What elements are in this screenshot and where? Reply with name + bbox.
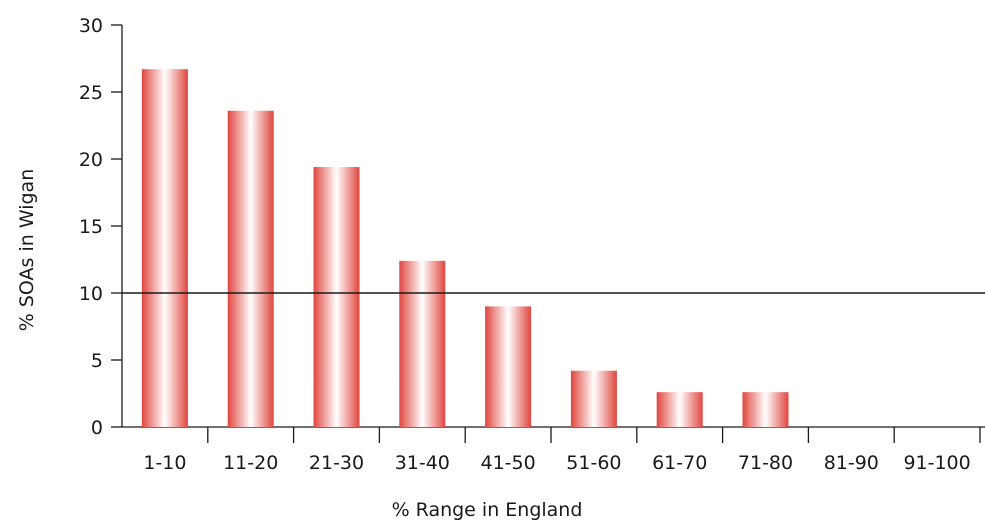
bar-11-20 bbox=[227, 110, 274, 427]
y-axis: 0 5 10 15 20 25 30 bbox=[79, 15, 123, 439]
x-axis-title: % Range in England bbox=[392, 499, 583, 521]
y-tick-label: 0 bbox=[91, 417, 103, 439]
x-tick-label: 11-20 bbox=[223, 452, 278, 474]
x-tick-label: 51-60 bbox=[566, 452, 621, 474]
x-tick-label: 71-80 bbox=[738, 452, 793, 474]
bar-61-70 bbox=[656, 392, 703, 427]
x-tick-label: 41-50 bbox=[480, 452, 535, 474]
y-tick-label: 25 bbox=[79, 82, 103, 104]
y-axis-title: % SOAs in Wigan bbox=[16, 169, 38, 331]
y-tick-label: 30 bbox=[79, 15, 103, 37]
bar-31-40 bbox=[399, 260, 446, 427]
y-tick-label: 20 bbox=[79, 149, 103, 171]
y-tick-label: 5 bbox=[91, 350, 103, 372]
bar-51-60 bbox=[570, 370, 617, 427]
bar-1-10 bbox=[141, 69, 188, 427]
bar-21-30 bbox=[313, 167, 360, 428]
x-tick-label: 31-40 bbox=[395, 452, 450, 474]
x-axis: 1-10 11-20 21-30 31-40 41-50 51-60 61-70 71-80 8… bbox=[122, 426, 985, 474]
x-tick-label: 91-100 bbox=[903, 452, 970, 474]
x-tick-label: 1-10 bbox=[143, 452, 186, 474]
bar-41-50 bbox=[485, 306, 532, 427]
x-tick-label: 61-70 bbox=[652, 452, 707, 474]
y-tick-label: 10 bbox=[79, 283, 103, 305]
bars bbox=[141, 69, 789, 428]
y-tick-label: 15 bbox=[79, 216, 103, 238]
x-tick-label: 21-30 bbox=[309, 452, 364, 474]
x-tick-label: 81-90 bbox=[824, 452, 879, 474]
bar-71-80 bbox=[742, 392, 789, 427]
